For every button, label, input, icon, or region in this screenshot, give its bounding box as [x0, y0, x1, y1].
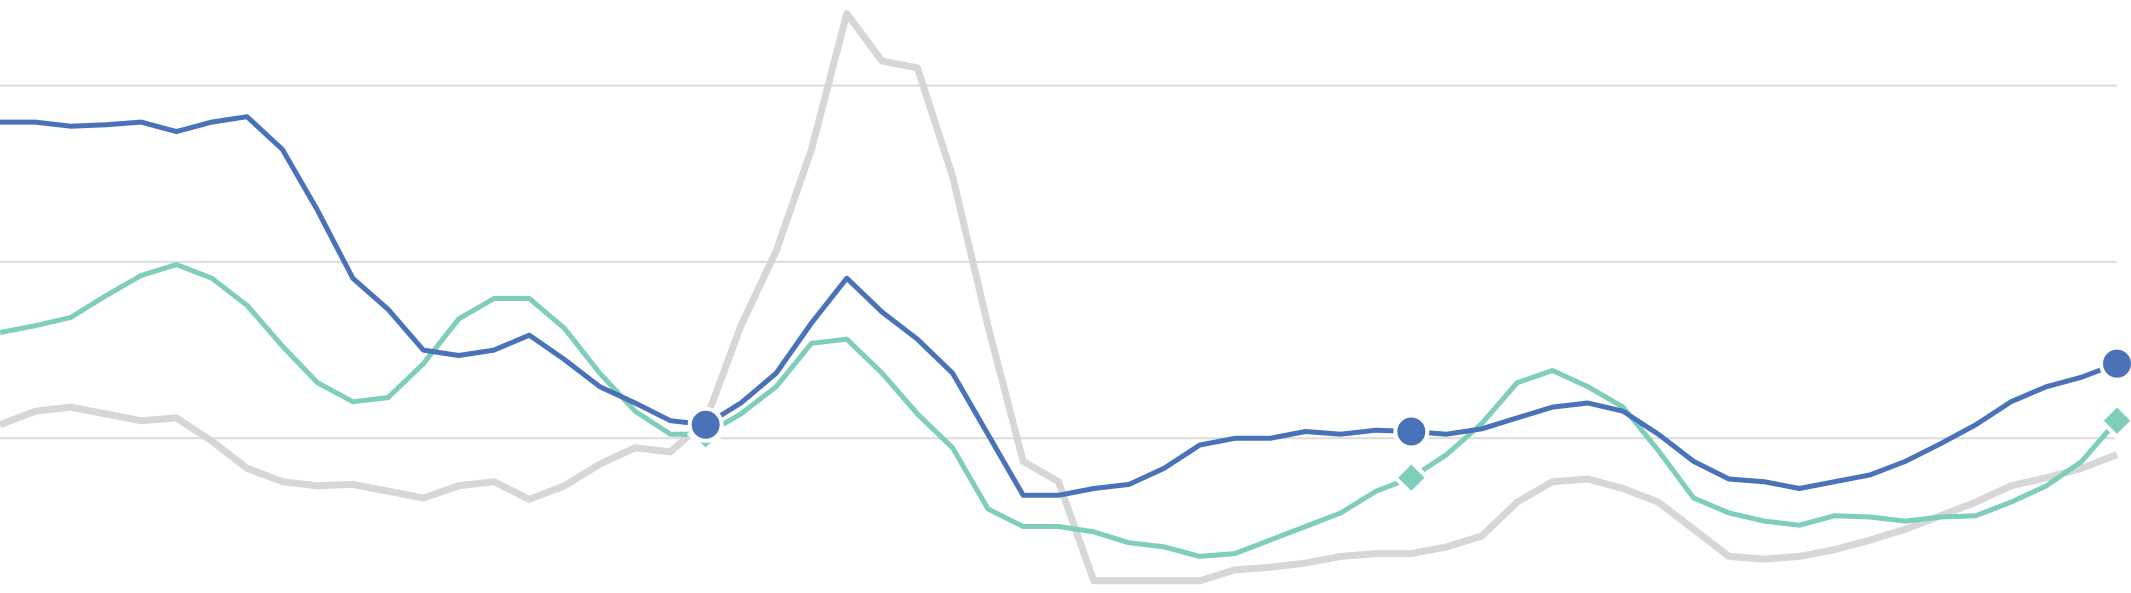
- point-marker: [2098, 401, 2131, 440]
- point-marker: [687, 406, 724, 443]
- series-line: [0, 10, 2119, 585]
- series-line: [0, 262, 2119, 559]
- series-line: [0, 114, 2118, 498]
- point-marker: [1393, 413, 1430, 450]
- point-marker: [2099, 345, 2131, 382]
- point-marker: [1392, 458, 1431, 497]
